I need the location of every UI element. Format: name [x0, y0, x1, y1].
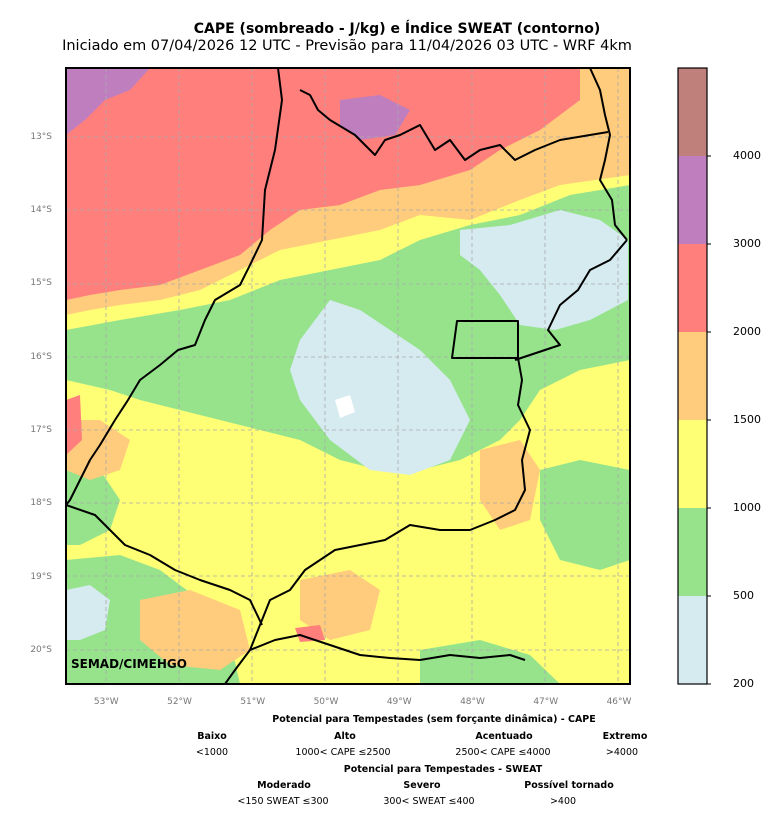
- cape-white-center: [335, 395, 355, 418]
- sweat-class-severo: Severo: [403, 780, 441, 791]
- boundary-mt-go: [66, 68, 283, 506]
- colorbar-segment: [678, 68, 707, 156]
- lon-label: 53°W: [93, 697, 119, 707]
- lon-label: 51°W: [240, 697, 266, 707]
- watermark: SEMAD/CIMEHGO: [71, 657, 187, 671]
- lon-label: 46°W: [606, 697, 632, 707]
- lon-label: 48°W: [460, 697, 485, 707]
- colorbar-tick-label: 500: [733, 589, 754, 602]
- lat-label: 16°S: [30, 351, 52, 362]
- cape-legend-title: Potencial para Tempestades (sem forçante…: [272, 714, 596, 725]
- cape-lightblue-ne: [460, 210, 628, 330]
- boundary-go-ba: [514, 68, 628, 361]
- lat-label: 13°S: [30, 131, 52, 142]
- lat-label: 19°S: [30, 571, 52, 582]
- colorbar-frame: [677, 67, 708, 685]
- colorbar-segment: [678, 420, 707, 508]
- colorbar-tick-label: 2000: [733, 325, 761, 338]
- cape-class-extremo: Extremo: [602, 731, 648, 742]
- cape-range-extremo: >4000: [605, 747, 639, 758]
- cape-class-acentuado: Acentuado: [475, 731, 533, 742]
- lat-label: 17°S: [30, 425, 52, 435]
- cape-range-acentuado: 2500< CAPE ≤4000: [455, 747, 551, 758]
- cape-red-se: [295, 625, 325, 642]
- state-boundaries: [66, 68, 628, 684]
- lat-label: 18°S: [30, 498, 52, 509]
- colorbar-tick-label: 200: [733, 677, 754, 690]
- lon-label: 47°W: [533, 697, 559, 707]
- sweat-range-tornado: >400: [549, 796, 577, 807]
- cape-range-alto: 1000< CAPE ≤2500: [295, 747, 391, 758]
- cape-range-baixo: <1000: [195, 747, 229, 758]
- boundary-mg-sp: [249, 634, 526, 661]
- lat-label: 20°S: [30, 645, 52, 655]
- map-subtitle: Iniciado em 07/04/2026 12 UTC - Previsão…: [62, 38, 632, 54]
- cape-field: [66, 68, 630, 684]
- colorbar-tick-label: 3000: [733, 237, 761, 250]
- cape-red-north: [66, 68, 580, 300]
- colorbar-tick-label: 1500: [733, 413, 761, 426]
- lat-label: 14°S: [30, 205, 52, 215]
- cape-purple-n: [340, 95, 410, 140]
- map-title: CAPE (sombreado - J/kg) e Índice SWEAT (…: [193, 21, 601, 37]
- colorbar-segment: [678, 332, 707, 420]
- colorbar-segment: [678, 244, 707, 332]
- cape-orange-s: [300, 570, 380, 640]
- boundary-go-to: [299, 89, 609, 161]
- lon-label: 49°W: [386, 697, 412, 707]
- sweat-class-moderado: Moderado: [257, 780, 311, 791]
- colorbar-segment: [678, 156, 707, 244]
- lat-label: 15°S: [30, 278, 52, 289]
- cape-red-w: [66, 395, 82, 455]
- gridlines: [66, 68, 630, 684]
- boundary-go-ms: [66, 504, 263, 626]
- colorbar-tick-label: 1000: [733, 501, 761, 514]
- cape-orange-w: [66, 420, 130, 480]
- lon-label: 52°W: [167, 697, 192, 707]
- lon-label: 50°W: [313, 697, 339, 707]
- sweat-class-tornado: Possível tornado: [524, 780, 614, 791]
- colorbar-segment: [678, 508, 707, 596]
- cape-orange-e: [480, 440, 540, 530]
- colorbar-tick-label: 4000: [733, 149, 761, 162]
- sweat-range-severo: 300< SWEAT ≤400: [383, 796, 475, 807]
- boundary-go-mg: [224, 357, 531, 684]
- cape-green-se: [420, 640, 560, 684]
- map-frame: [65, 67, 631, 685]
- sweat-legend-title: Potencial para Tempestades - SWEAT: [343, 764, 543, 775]
- cape-purple-nw: [66, 68, 150, 135]
- colorbar-segment: [678, 596, 707, 684]
- cape-green-east: [540, 460, 630, 570]
- cape-class-baixo: Baixo: [197, 731, 227, 742]
- cape-red-east: [505, 68, 560, 115]
- cape-class-alto: Alto: [334, 731, 356, 742]
- sweat-range-moderado: <150 SWEAT ≤300: [237, 796, 329, 807]
- cape-lightblue-sw: [66, 585, 110, 640]
- cape-lightblue-center: [290, 300, 470, 475]
- colorbar: [677, 67, 711, 685]
